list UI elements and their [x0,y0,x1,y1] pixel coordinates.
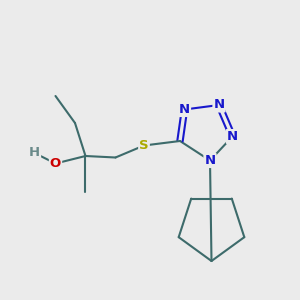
Text: O: O [50,157,61,170]
Text: S: S [139,139,149,152]
Text: N: N [204,154,216,167]
Text: N: N [213,98,225,112]
Text: H: H [29,146,40,160]
Text: N: N [179,103,190,116]
Text: N: N [227,130,238,143]
